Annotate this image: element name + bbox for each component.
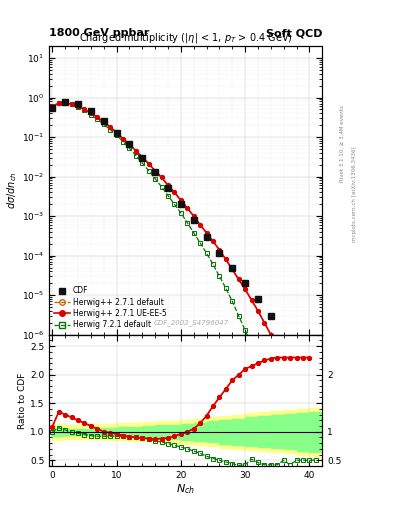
Text: Soft QCD: Soft QCD	[266, 28, 322, 38]
Text: CDF_2002_S4796047: CDF_2002_S4796047	[154, 319, 229, 326]
Y-axis label: Ratio to CDF: Ratio to CDF	[18, 372, 27, 429]
Legend: CDF, Herwig++ 2.7.1 default, Herwig++ 2.7.1 UE-EE-5, Herwig 7.2.1 default: CDF, Herwig++ 2.7.1 default, Herwig++ 2.…	[53, 285, 168, 331]
Text: mcplots.cern.ch [arXiv:1306.3436]: mcplots.cern.ch [arXiv:1306.3436]	[352, 147, 357, 242]
X-axis label: $N_{ch}$: $N_{ch}$	[176, 482, 195, 496]
Text: Rivet 3.1.10, ≥ 3.4M events: Rivet 3.1.10, ≥ 3.4M events	[340, 105, 345, 182]
Text: 1800 GeV ppbar: 1800 GeV ppbar	[49, 28, 149, 38]
Y-axis label: $d\sigma/dn_{ch}$: $d\sigma/dn_{ch}$	[5, 172, 19, 209]
Title: Charged multiplicity ($|\eta|$ < 1, $p_T$ > 0.4 GeV): Charged multiplicity ($|\eta|$ < 1, $p_T…	[79, 31, 293, 45]
